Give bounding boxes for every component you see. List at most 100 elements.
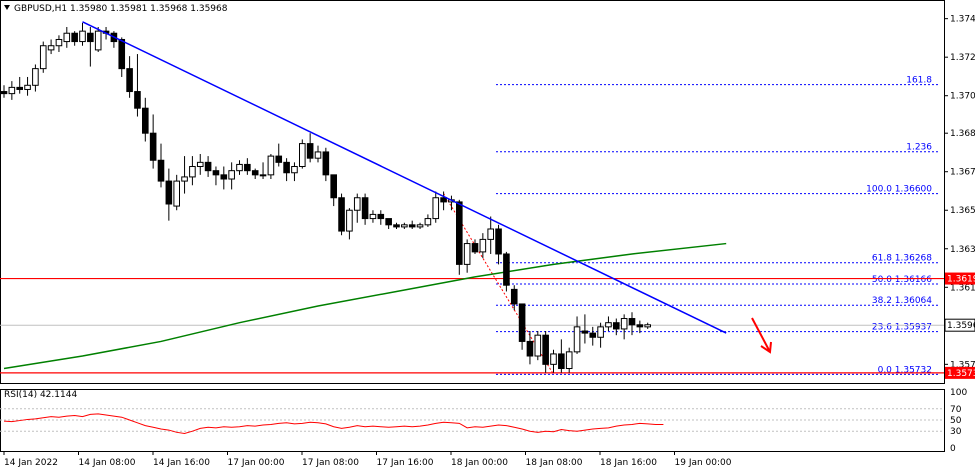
candle-body: [440, 197, 447, 203]
y-tick-label: 1.37070: [950, 92, 975, 102]
candle: [456, 199, 463, 275]
candle-body: [79, 30, 86, 43]
candle: [510, 285, 518, 311]
candle-body: [628, 318, 636, 326]
candle-body: [353, 197, 361, 211]
candle: [110, 31, 118, 48]
x-tick-label: 19 Jan 00:00: [675, 458, 732, 468]
candle-body: [8, 86, 16, 95]
candle: [495, 224, 502, 265]
candle: [330, 174, 337, 207]
candle: [275, 143, 283, 167]
candle: [228, 162, 235, 190]
candle: [314, 145, 322, 163]
candle-body: [212, 170, 220, 176]
candle: [189, 156, 196, 186]
x-tick-label: 18 Jan 00:00: [451, 458, 508, 468]
candle-body: [377, 213, 385, 220]
candle: [87, 26, 94, 67]
candle: [173, 174, 180, 211]
candle-body: [71, 32, 78, 43]
candle: [526, 331, 534, 365]
candle-body: [189, 166, 196, 178]
candle: [0, 85, 8, 98]
fib-level-label: 50.0 1.36166: [872, 275, 932, 285]
candle: [440, 191, 447, 211]
candle-body: [510, 288, 518, 305]
candle-body: [542, 334, 549, 365]
rsi-scale-label: 50: [950, 416, 962, 426]
rsi-label: RSI(14) 42.1144: [4, 390, 77, 400]
candle: [24, 76, 31, 96]
candle-body: [24, 84, 31, 90]
candle: [94, 26, 102, 52]
candle: [39, 41, 47, 73]
bearish-trendline: [82, 21, 727, 334]
price-level-box-label: 1.35739: [947, 369, 975, 379]
candle-body: [220, 174, 228, 180]
candle: [487, 216, 494, 254]
candle: [416, 222, 424, 229]
candle: [55, 35, 63, 52]
fib-level-label: 1.236: [906, 143, 932, 153]
candle-body: [283, 161, 290, 174]
candle: [306, 133, 314, 163]
fib-level-label: 161.8: [906, 76, 932, 86]
candle-body: [369, 213, 377, 220]
y-tick-label: 1.36520: [950, 206, 975, 216]
candle-body: [32, 68, 39, 86]
candle: [338, 193, 345, 236]
down-arrow-icon: [760, 341, 772, 354]
x-tick-label: 17 Jan 16:00: [377, 458, 434, 468]
candle-body: [550, 353, 557, 365]
candle-body: [361, 197, 369, 220]
candle: [613, 318, 620, 336]
candle-body: [463, 243, 471, 265]
candle: [267, 154, 275, 180]
candle: [299, 139, 306, 169]
rsi-line: [3, 413, 664, 434]
x-tick-label: 17 Jan 00:00: [228, 458, 285, 468]
candle-body: [346, 209, 353, 232]
candle-body: [134, 91, 141, 109]
fib-level-label: 100.0 1.36600: [866, 185, 932, 195]
candle: [471, 239, 479, 254]
candle: [408, 220, 416, 229]
candle: [558, 339, 565, 373]
candle: [212, 166, 220, 186]
candle: [605, 316, 612, 332]
candle-body: [94, 30, 102, 51]
candle-body: [456, 201, 463, 265]
symbol-dropdown-icon[interactable]: [4, 5, 10, 10]
candle: [32, 64, 39, 92]
candle-body: [314, 151, 322, 159]
fib-level-label: 0.0 1.35732: [878, 365, 932, 375]
candle: [424, 214, 432, 227]
candle: [393, 222, 400, 229]
candle-body: [581, 330, 589, 334]
candle: [550, 349, 557, 373]
x-tick-label: 14 Jan 16:00: [153, 458, 210, 468]
candle: [79, 22, 86, 46]
candle-body: [149, 132, 157, 161]
candle: [181, 156, 188, 194]
candle-body: [39, 45, 47, 70]
candle: [479, 233, 487, 259]
candle-body: [196, 161, 204, 168]
current-price-box: [944, 318, 975, 332]
fib-level-label: 23.6 1.35937: [872, 323, 932, 333]
candle-body: [432, 197, 440, 220]
candle-body: [63, 32, 71, 43]
candle-body: [259, 174, 267, 177]
y-tick-label: 1.35780: [950, 360, 975, 370]
candle-body: [291, 166, 298, 174]
candle: [644, 322, 652, 329]
candle-body: [87, 32, 94, 43]
rsi-scale-label: 70: [950, 405, 962, 415]
candle-body: [157, 159, 165, 182]
candle: [16, 76, 23, 94]
candle-body: [236, 163, 243, 172]
candle-body: [408, 224, 416, 228]
current-price-label: 1.35968: [947, 321, 975, 331]
candle: [385, 218, 392, 229]
